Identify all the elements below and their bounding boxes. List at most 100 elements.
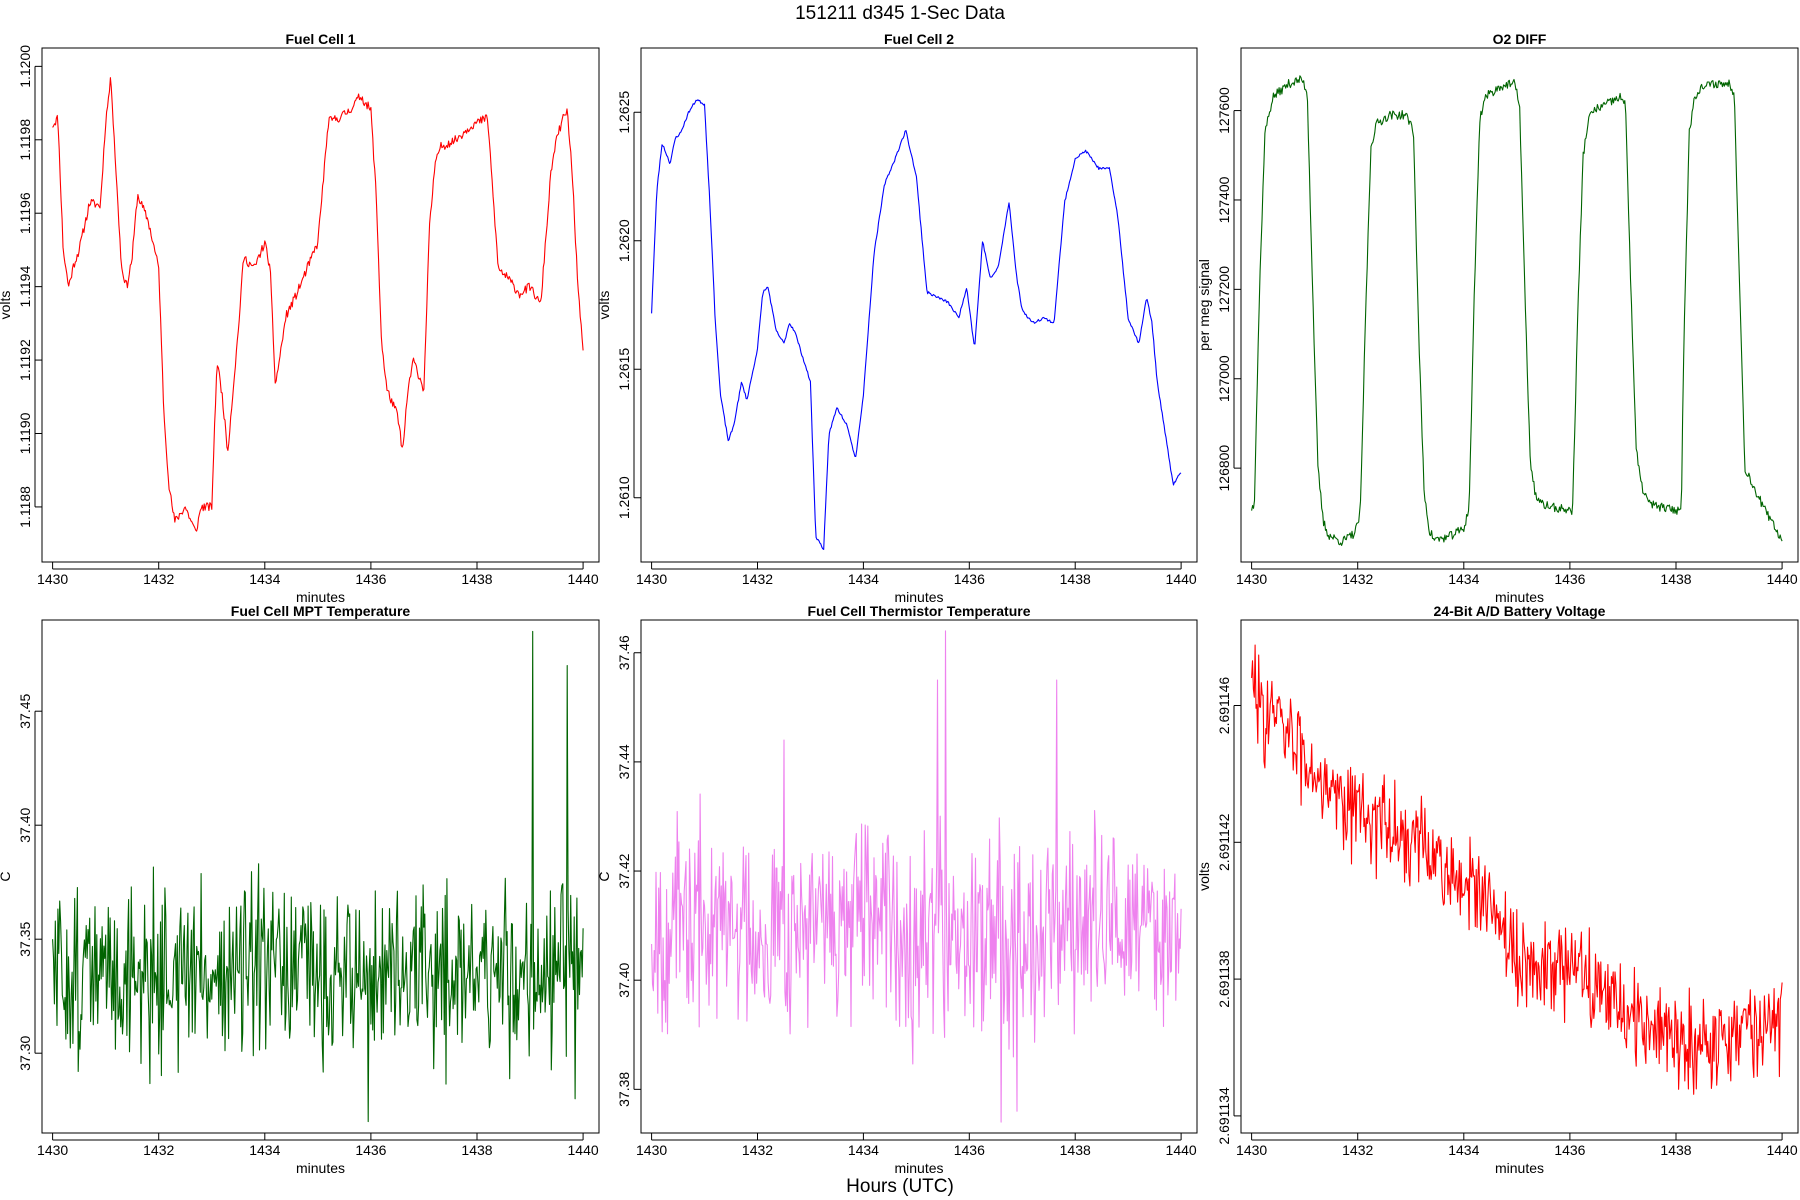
x-tick-label: 1438	[461, 1142, 492, 1158]
plot-frame	[41, 619, 600, 1134]
figure-title: 151211 d345 1-Sec Data	[795, 3, 1005, 24]
x-tick-label: 1432	[1342, 571, 1373, 587]
x-axis-label: minutes	[1495, 1160, 1544, 1176]
y-tick-label: 1.2620	[616, 219, 632, 262]
series-line-fc1	[52, 77, 584, 532]
x-tick-label: 1430	[37, 571, 68, 587]
x-tick-label: 1438	[1060, 571, 1091, 587]
x-tick-label: 1432	[143, 1142, 174, 1158]
x-tick-label: 1434	[1448, 571, 1479, 587]
panel-title: Fuel Cell MPT Temperature	[231, 603, 411, 619]
panel-title: Fuel Cell 2	[884, 31, 954, 47]
y-axis-label: volts	[0, 291, 13, 320]
y-tick-label: 37.42	[616, 853, 632, 888]
y-tick-label: 37.38	[616, 1072, 632, 1107]
x-axis-label: minutes	[296, 1160, 345, 1176]
y-tick-label: 37.40	[17, 807, 33, 842]
x-tick-label: 1434	[1448, 1142, 1479, 1158]
plot-frame	[640, 47, 1198, 563]
y-tick-label: 37.30	[17, 1035, 33, 1070]
x-tick-label: 1432	[1342, 1142, 1373, 1158]
y-tick-label: 1.2610	[616, 476, 632, 519]
x-tick-label: 1430	[636, 1142, 667, 1158]
x-tick-label: 1432	[742, 571, 773, 587]
x-tick-label: 1440	[1767, 571, 1798, 587]
panel-o2: O2 DIFF 1430 1432 1434 1436 1438 1440 minutes 12…	[1196, 31, 1799, 605]
panel-fc1: Fuel Cell 1 1430 1432 1434 1436 1438 1440 minut…	[0, 31, 600, 605]
y-tick-label: 1.1192	[17, 339, 33, 381]
panel-batt: 24-Bit A/D Battery Voltage 1430 1432 1434 14…	[1196, 603, 1799, 1176]
panel-fc2: Fuel Cell 2 1430 1432 1434 1436 1438 1440 minut…	[596, 31, 1198, 605]
y-tick-label: 1.1194	[17, 266, 33, 308]
y-tick-label: 1.1196	[17, 192, 33, 234]
x-axis-label: minutes	[894, 1160, 943, 1176]
y-tick-label: 2.691134	[1216, 1087, 1232, 1145]
y-tick-label: 1.1190	[17, 412, 33, 454]
x-tick-label: 1436	[954, 1142, 985, 1158]
x-tick-label: 1434	[249, 1142, 280, 1158]
x-tick-label: 1436	[1554, 571, 1585, 587]
y-tick-label: 37.35	[17, 921, 33, 956]
y-axis-label: C	[0, 871, 13, 881]
plot-frame	[41, 47, 600, 563]
y-tick-label: 127200	[1216, 266, 1232, 313]
y-tick-label: 126800	[1216, 445, 1232, 492]
y-axis-label: volts	[596, 291, 612, 320]
panel-therm: Fuel Cell Thermistor Temperature 1430 1432…	[596, 603, 1198, 1176]
x-tick-label: 1434	[249, 571, 280, 587]
panel-title: 24-Bit A/D Battery Voltage	[1434, 603, 1606, 619]
series-line-fc2	[651, 99, 1182, 550]
x-tick-label: 1432	[742, 1142, 773, 1158]
x-tick-label: 1430	[37, 1142, 68, 1158]
x-tick-label: 1438	[1660, 1142, 1691, 1158]
x-tick-label: 1430	[1236, 571, 1267, 587]
x-tick-label: 1432	[143, 571, 174, 587]
x-axis-label: minutes	[1495, 589, 1544, 605]
plot-frame	[640, 619, 1198, 1134]
x-axis-label: minutes	[894, 589, 943, 605]
panel-title: Fuel Cell Thermistor Temperature	[807, 603, 1030, 619]
y-axis-label: volts	[1196, 862, 1212, 891]
x-tick-label: 1436	[355, 571, 386, 587]
x-tick-label: 1440	[1166, 571, 1197, 587]
x-tick-label: 1436	[954, 571, 985, 587]
y-tick-label: 37.44	[616, 744, 632, 779]
panel-title: O2 DIFF	[1493, 31, 1547, 47]
y-tick-label: 1.1200	[17, 45, 33, 88]
x-axis-label: minutes	[296, 589, 345, 605]
x-tick-label: 1440	[568, 571, 599, 587]
y-tick-label: 37.46	[616, 635, 632, 670]
x-tick-label: 1440	[1166, 1142, 1197, 1158]
panel-mpt: Fuel Cell MPT Temperature 1430 1432 1434 143…	[0, 603, 600, 1176]
y-tick-label: 127000	[1216, 355, 1232, 402]
x-tick-label: 1440	[568, 1142, 599, 1158]
x-tick-label: 1434	[848, 1142, 879, 1158]
x-tick-label: 1434	[848, 571, 879, 587]
series-line-batt	[1251, 644, 1783, 1095]
series-line-therm	[651, 630, 1182, 1123]
panel-title: Fuel Cell 1	[285, 31, 355, 47]
x-tick-label: 1430	[1236, 1142, 1267, 1158]
y-tick-label: 1.1188	[17, 486, 33, 528]
series-line-mpt	[52, 630, 584, 1123]
x-axis-caption: Hours (UTC)	[846, 1176, 954, 1197]
x-tick-label: 1436	[355, 1142, 386, 1158]
y-tick-label: 1.2625	[616, 91, 632, 134]
x-tick-label: 1436	[1554, 1142, 1585, 1158]
y-tick-label: 1.1198	[17, 119, 33, 161]
x-tick-label: 1440	[1767, 1142, 1798, 1158]
y-tick-label: 127600	[1216, 87, 1232, 134]
x-tick-label: 1438	[1060, 1142, 1091, 1158]
plot-frame	[1240, 619, 1799, 1134]
y-tick-label: 37.45	[17, 693, 33, 728]
y-tick-label: 127400	[1216, 176, 1232, 223]
y-tick-label: 2.691146	[1216, 677, 1232, 735]
y-axis-label: C	[596, 871, 612, 881]
y-tick-label: 1.2615	[616, 348, 632, 391]
y-tick-label: 2.691138	[1216, 950, 1232, 1008]
y-tick-label: 37.40	[616, 962, 632, 997]
y-axis-label: per meg signal	[1196, 259, 1212, 351]
y-tick-label: 2.691142	[1216, 813, 1232, 871]
plot-frame	[1240, 47, 1799, 563]
